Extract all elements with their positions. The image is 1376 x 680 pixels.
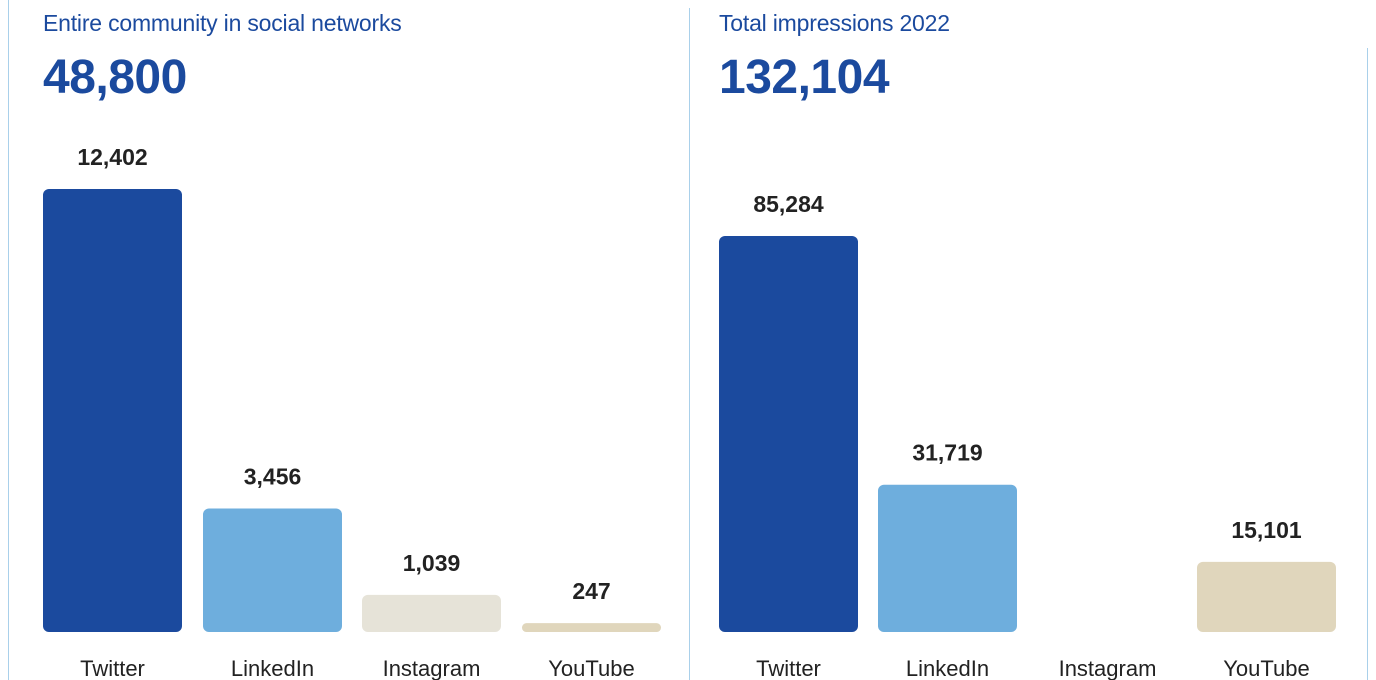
chart-title: Entire community in social networks	[43, 10, 402, 36]
bar-twitter	[43, 189, 182, 632]
bar-instagram	[362, 594, 501, 632]
category-label-youtube: YouTube	[1223, 656, 1309, 680]
value-label-twitter: 12,402	[77, 144, 147, 170]
impressions-chart-panel: Total impressions 2022 132,104 85,284 Twi…	[680, 0, 1376, 680]
impressions-bar-chart: 85,284 Twitter 31,719 LinkedIn Instagram 15,1…	[719, 191, 1336, 680]
value-label-linkedin: 31,719	[912, 440, 982, 466]
bar-youtube	[522, 623, 661, 632]
chart-title: Total impressions 2022	[719, 10, 950, 36]
category-label-twitter: Twitter	[756, 656, 821, 680]
category-label-twitter: Twitter	[80, 656, 145, 680]
value-label-youtube: 247	[572, 578, 610, 604]
value-label-twitter: 85,284	[753, 191, 824, 217]
category-label-linkedin: LinkedIn	[231, 656, 314, 680]
bar-twitter	[719, 236, 858, 632]
total-value: 48,800	[43, 51, 187, 104]
bar-youtube	[1197, 561, 1336, 632]
value-label-linkedin: 3,456	[244, 464, 302, 490]
bar-linkedin	[203, 508, 342, 632]
category-label-linkedin: LinkedIn	[906, 656, 989, 680]
bar-linkedin	[878, 484, 1017, 632]
category-label-instagram: Instagram	[383, 656, 481, 680]
left-border-line	[8, 0, 9, 680]
community-chart-panel: Entire community in social networks 48,8…	[0, 0, 680, 680]
right-border-line	[1367, 48, 1368, 680]
total-value: 132,104	[719, 51, 890, 104]
value-label-instagram: 1,039	[403, 550, 461, 576]
center-divider-line	[689, 8, 690, 680]
community-bar-chart: 12,402 Twitter 3,456 LinkedIn 1,039 Instagram…	[43, 144, 661, 680]
category-label-youtube: YouTube	[548, 656, 634, 680]
category-label-instagram: Instagram	[1059, 656, 1157, 680]
value-label-youtube: 15,101	[1231, 517, 1302, 543]
